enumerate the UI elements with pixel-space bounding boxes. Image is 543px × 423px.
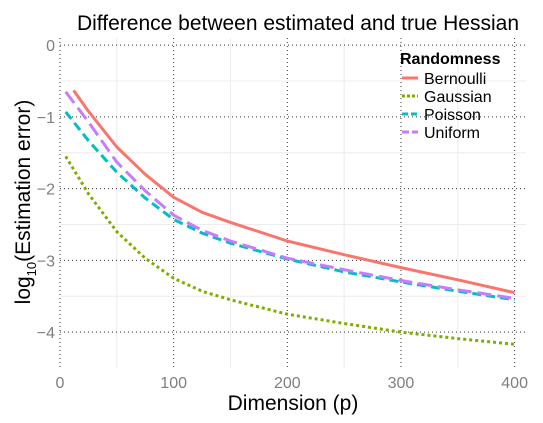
x-axis-label: Dimension (p) <box>228 392 359 415</box>
y-tick-label: 0 <box>46 38 55 55</box>
chart-title: Difference between estimated and true He… <box>77 12 519 35</box>
y-axis-label-subscript: 10 <box>24 262 39 276</box>
x-tick-label: 200 <box>274 375 301 392</box>
x-tick-label: 400 <box>501 375 528 392</box>
minor-grid <box>60 38 526 368</box>
y-tick-label: −3 <box>37 253 55 270</box>
y-axis-label-log: log <box>12 276 35 304</box>
legend-label-bernoulli: Bernoulli <box>424 71 486 88</box>
legend-title: Randomness <box>400 51 501 68</box>
series-line-bernoulli <box>72 89 515 295</box>
tick-labels: 0 100 200 300 400 0 −1 −2 −3 −4 <box>37 38 528 392</box>
legend: Randomness BernoulliGaussianPoissonUnifo… <box>400 51 501 142</box>
series-line-gaussian <box>64 155 515 346</box>
y-axis-label-rest: (Estimation error) <box>12 100 35 262</box>
legend-label-uniform: Uniform <box>424 125 480 142</box>
legend-label-gaussian: Gaussian <box>424 89 492 106</box>
y-axis-label: log10(Estimation error) <box>12 100 39 305</box>
series-line-uniform <box>64 90 515 300</box>
series-layer <box>64 89 515 346</box>
x-tick-label: 100 <box>160 375 187 392</box>
legend-label-poisson: Poisson <box>424 107 481 124</box>
x-tick-label: 0 <box>56 375 65 392</box>
y-tick-label: −2 <box>37 182 55 199</box>
y-tick-label: −1 <box>37 110 55 127</box>
x-tick-label: 300 <box>388 375 415 392</box>
y-tick-label: −4 <box>37 325 55 342</box>
